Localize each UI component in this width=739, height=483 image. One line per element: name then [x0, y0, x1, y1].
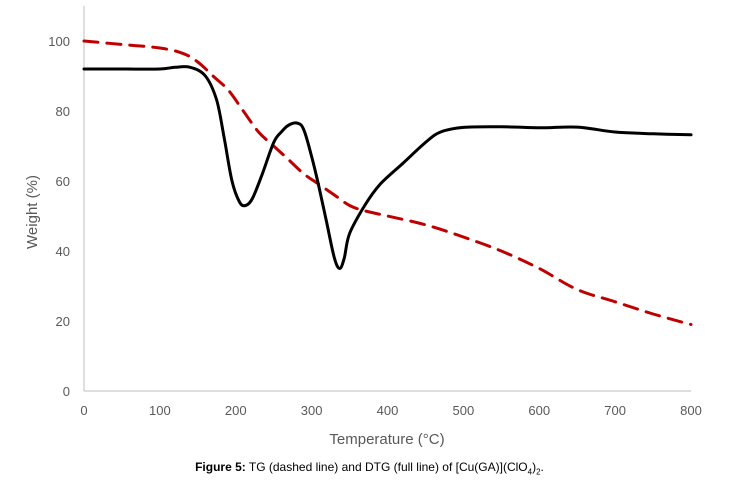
y-tick-label: 60 — [56, 174, 70, 189]
caption-subscript-4: 4 — [527, 467, 533, 477]
figure-caption: Figure 5: TG (dashed line) and DTG (full… — [0, 460, 739, 476]
y-axis-title: Weight (%) — [24, 175, 41, 249]
y-tick-label: 40 — [56, 244, 70, 259]
y-tick-labels: 0 20 40 60 80 100 — [48, 34, 70, 399]
caption-text-end: . — [540, 460, 544, 474]
caption-label: Figure 5: — [195, 460, 246, 474]
x-tick-label: 800 — [680, 403, 702, 418]
x-tick-labels: 0 100 200 300 400 500 600 700 800 — [80, 403, 701, 418]
y-tick-label: 0 — [63, 384, 70, 399]
y-tick-label: 100 — [48, 34, 70, 49]
y-tick-label: 20 — [56, 314, 70, 329]
x-tick-label: 300 — [301, 403, 323, 418]
caption-subscript-2: 2 — [536, 467, 541, 477]
x-tick-label: 700 — [604, 403, 626, 418]
x-tick-label: 0 — [80, 403, 87, 418]
x-tick-label: 400 — [377, 403, 399, 418]
chart: 0 20 40 60 80 100 0 100 200 300 400 500 600 700 800 T… — [24, 6, 702, 448]
x-tick-label: 600 — [528, 403, 550, 418]
x-tick-label: 500 — [453, 403, 475, 418]
tg-dashed-series-line — [82, 39, 693, 326]
x-tick-label: 100 — [149, 403, 171, 418]
x-tick-label: 200 — [225, 403, 247, 418]
x-axis-title: Temperature (°C) — [329, 431, 444, 448]
y-tick-label: 80 — [56, 104, 70, 119]
caption-text-middle: ) — [532, 460, 537, 474]
dtg-solid-series-line — [82, 65, 693, 270]
series-layer — [82, 39, 693, 326]
caption-text: TG (dashed line) and DTG (full line) of … — [245, 460, 528, 474]
